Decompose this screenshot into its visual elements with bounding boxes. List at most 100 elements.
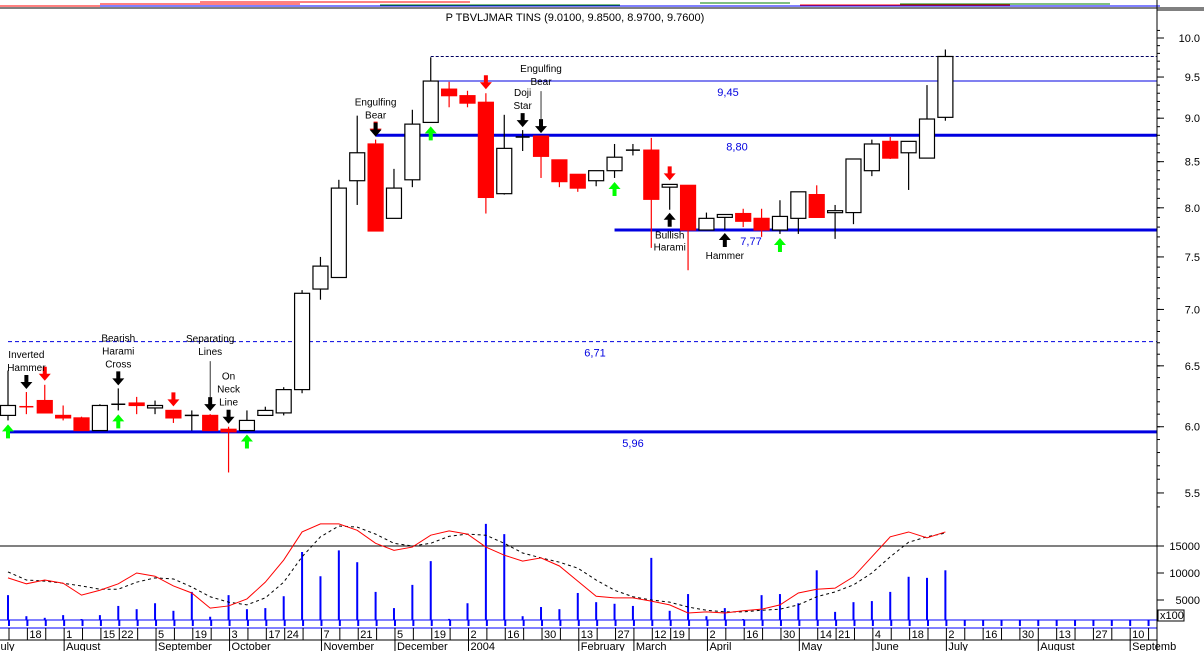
candle: [771, 200, 789, 234]
date-label[interactable]: 21: [360, 629, 372, 641]
date-label[interactable]: 13: [1059, 629, 1071, 641]
candle-body: [404, 123, 421, 181]
pattern-label: Bullish: [655, 231, 684, 242]
pattern-label: Doji: [514, 88, 531, 99]
date-label[interactable]: 17: [268, 629, 280, 641]
overview-navigator[interactable]: [0, 1, 1204, 9]
oscillator-slow-line: [7, 525, 946, 613]
candle-body: [532, 135, 550, 157]
date-label[interactable]: 3: [232, 629, 238, 641]
date-label[interactable]: 18: [29, 629, 41, 641]
support-resistance-levels: 9,45 8,80 7,77 6,71 5,96: [8, 55, 1157, 450]
candle-body: [588, 170, 605, 182]
candle-body: [55, 414, 72, 419]
date-label[interactable]: 15: [103, 629, 115, 641]
level-label: 7,77: [740, 236, 761, 248]
candle-body: [937, 55, 954, 118]
date-label[interactable]: 19: [195, 629, 207, 641]
date-label[interactable]: 21: [838, 629, 850, 641]
pattern-arrow-up-icon: [718, 233, 731, 248]
candle-body: [845, 158, 862, 214]
candle-body: [661, 183, 678, 188]
candle: [532, 135, 550, 178]
date-label[interactable]: 30: [1022, 629, 1034, 641]
date-label[interactable]: 16: [507, 629, 519, 641]
month-label[interactable]: June: [875, 641, 899, 651]
date-label[interactable]: 27: [618, 629, 630, 641]
candle-body: [716, 213, 733, 218]
candle-body: [128, 402, 145, 407]
date-label[interactable]: 12: [654, 629, 666, 641]
pattern-label: Engulfing: [520, 64, 562, 75]
date-label[interactable]: 5: [397, 629, 403, 641]
month-label[interactable]: August: [1040, 641, 1074, 651]
candle: [349, 115, 366, 205]
candle: [716, 213, 733, 231]
price-tick-label: 6.0: [1185, 422, 1200, 434]
month-label[interactable]: September: [158, 641, 212, 651]
date-axis[interactable]: 18 1 15 22 5 19 3 17 24 7 21 5 19 2 16 30 13 27 12 19 2 16 30 1…: [0, 620, 1176, 651]
month-label[interactable]: April: [709, 641, 731, 651]
pattern-label: Cross: [105, 359, 131, 370]
date-label[interactable]: 2: [709, 629, 715, 641]
pattern-arrow-down-icon: [204, 397, 217, 412]
pattern-label: Separating: [186, 334, 234, 345]
pattern-label: Line: [219, 398, 238, 409]
candle: [165, 409, 182, 423]
month-label[interactable]: 2004: [471, 641, 495, 651]
date-label[interactable]: 16: [985, 629, 997, 641]
date-label[interactable]: 24: [287, 629, 299, 641]
month-label[interactable]: October: [232, 641, 271, 651]
date-label[interactable]: 1: [66, 629, 72, 641]
month-label[interactable]: July: [948, 641, 968, 651]
price-tick-label: 7.5: [1185, 252, 1200, 264]
candle-body: [771, 215, 789, 231]
candle: [643, 137, 660, 248]
month-label[interactable]: February: [581, 641, 626, 651]
candle-body: [367, 143, 384, 232]
date-label[interactable]: 30: [783, 629, 795, 641]
date-label[interactable]: 14: [820, 629, 832, 641]
date-label[interactable]: 16: [746, 629, 758, 641]
pattern-label: Engulfing: [355, 98, 397, 109]
date-label[interactable]: 13: [581, 629, 593, 641]
date-label[interactable]: 7: [323, 629, 329, 641]
month-label[interactable]: July: [0, 641, 15, 651]
candle: [202, 414, 219, 432]
candle: [698, 212, 715, 231]
oscillator-fast-line: [7, 523, 946, 614]
pattern-annotation: Engulfing Bear: [355, 98, 397, 137]
date-label[interactable]: 19: [673, 629, 685, 641]
buy-arrow-icon: [2, 424, 14, 439]
pattern-label: Hammer: [706, 251, 745, 262]
date-label[interactable]: 4: [875, 629, 881, 641]
price-tick-label: 6.5: [1185, 361, 1200, 373]
month-label[interactable]: August: [66, 641, 100, 651]
month-label[interactable]: December: [397, 641, 448, 651]
date-label[interactable]: 27: [1095, 629, 1107, 641]
month-label[interactable]: November: [323, 641, 374, 651]
date-label[interactable]: 22: [121, 629, 133, 641]
month-label[interactable]: May: [801, 641, 822, 651]
date-label[interactable]: 10: [1132, 629, 1144, 641]
candle: [404, 109, 421, 188]
month-label[interactable]: March: [636, 641, 667, 651]
date-label[interactable]: 30: [544, 629, 556, 641]
date-label[interactable]: 2: [471, 629, 477, 641]
price-tick-label: 9.0: [1185, 113, 1200, 125]
date-label[interactable]: 2: [948, 629, 954, 641]
date-label[interactable]: 5: [158, 629, 164, 641]
candle: [625, 143, 640, 156]
volume-panel: [0, 523, 1157, 629]
candle: [753, 208, 770, 237]
date-label[interactable]: 19: [434, 629, 446, 641]
candle-body: [918, 118, 936, 159]
pattern-label: On: [222, 372, 235, 383]
pattern-annotation: Engulfing Bear: [520, 64, 562, 134]
date-label[interactable]: 18: [912, 629, 924, 641]
month-label[interactable]: Septemb: [1132, 641, 1176, 651]
candle-body: [220, 428, 237, 433]
candle: [937, 49, 954, 121]
pattern-arrow-down-icon: [222, 409, 235, 424]
